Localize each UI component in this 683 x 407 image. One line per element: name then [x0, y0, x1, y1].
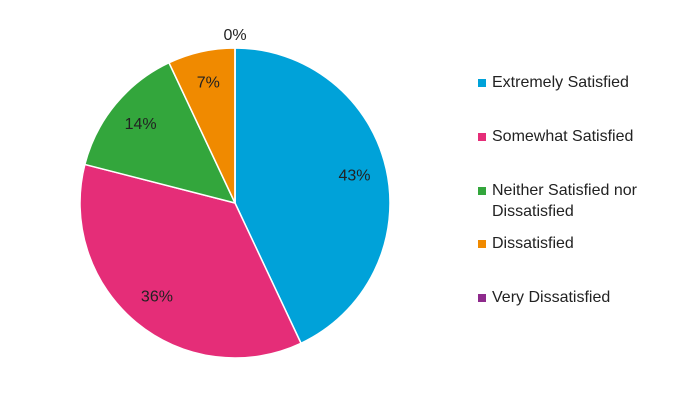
legend-item: Dissatisfied	[478, 233, 672, 254]
legend-item: Neither Satisfied nor Dissatisfied	[478, 180, 672, 222]
data-label: 7%	[197, 75, 220, 92]
legend-swatch	[478, 79, 486, 87]
data-label: 14%	[125, 116, 157, 133]
legend-item: Very Dissatisfied	[478, 287, 672, 308]
legend-label: Extremely Satisfied	[492, 74, 629, 91]
pie-slice	[234, 47, 391, 345]
legend-label: Somewhat Satisfied	[492, 128, 634, 145]
data-label: 0%	[223, 27, 246, 44]
legend-label: Very Dissatisfied	[492, 289, 611, 306]
legend-item: Somewhat Satisfied	[478, 126, 672, 147]
legend-label: Neither Satisfied nor Dissatisfied	[492, 182, 637, 220]
data-label: 36%	[141, 289, 173, 306]
pie-slice	[79, 163, 302, 359]
data-label: 43%	[338, 168, 370, 185]
pie-slice	[83, 61, 237, 205]
legend-item: Extremely Satisfied	[478, 72, 672, 93]
legend-swatch	[478, 133, 486, 141]
legend-swatch	[478, 240, 486, 248]
legend-swatch	[478, 294, 486, 302]
legend-swatch	[478, 187, 486, 195]
legend-label: Dissatisfied	[492, 235, 574, 252]
